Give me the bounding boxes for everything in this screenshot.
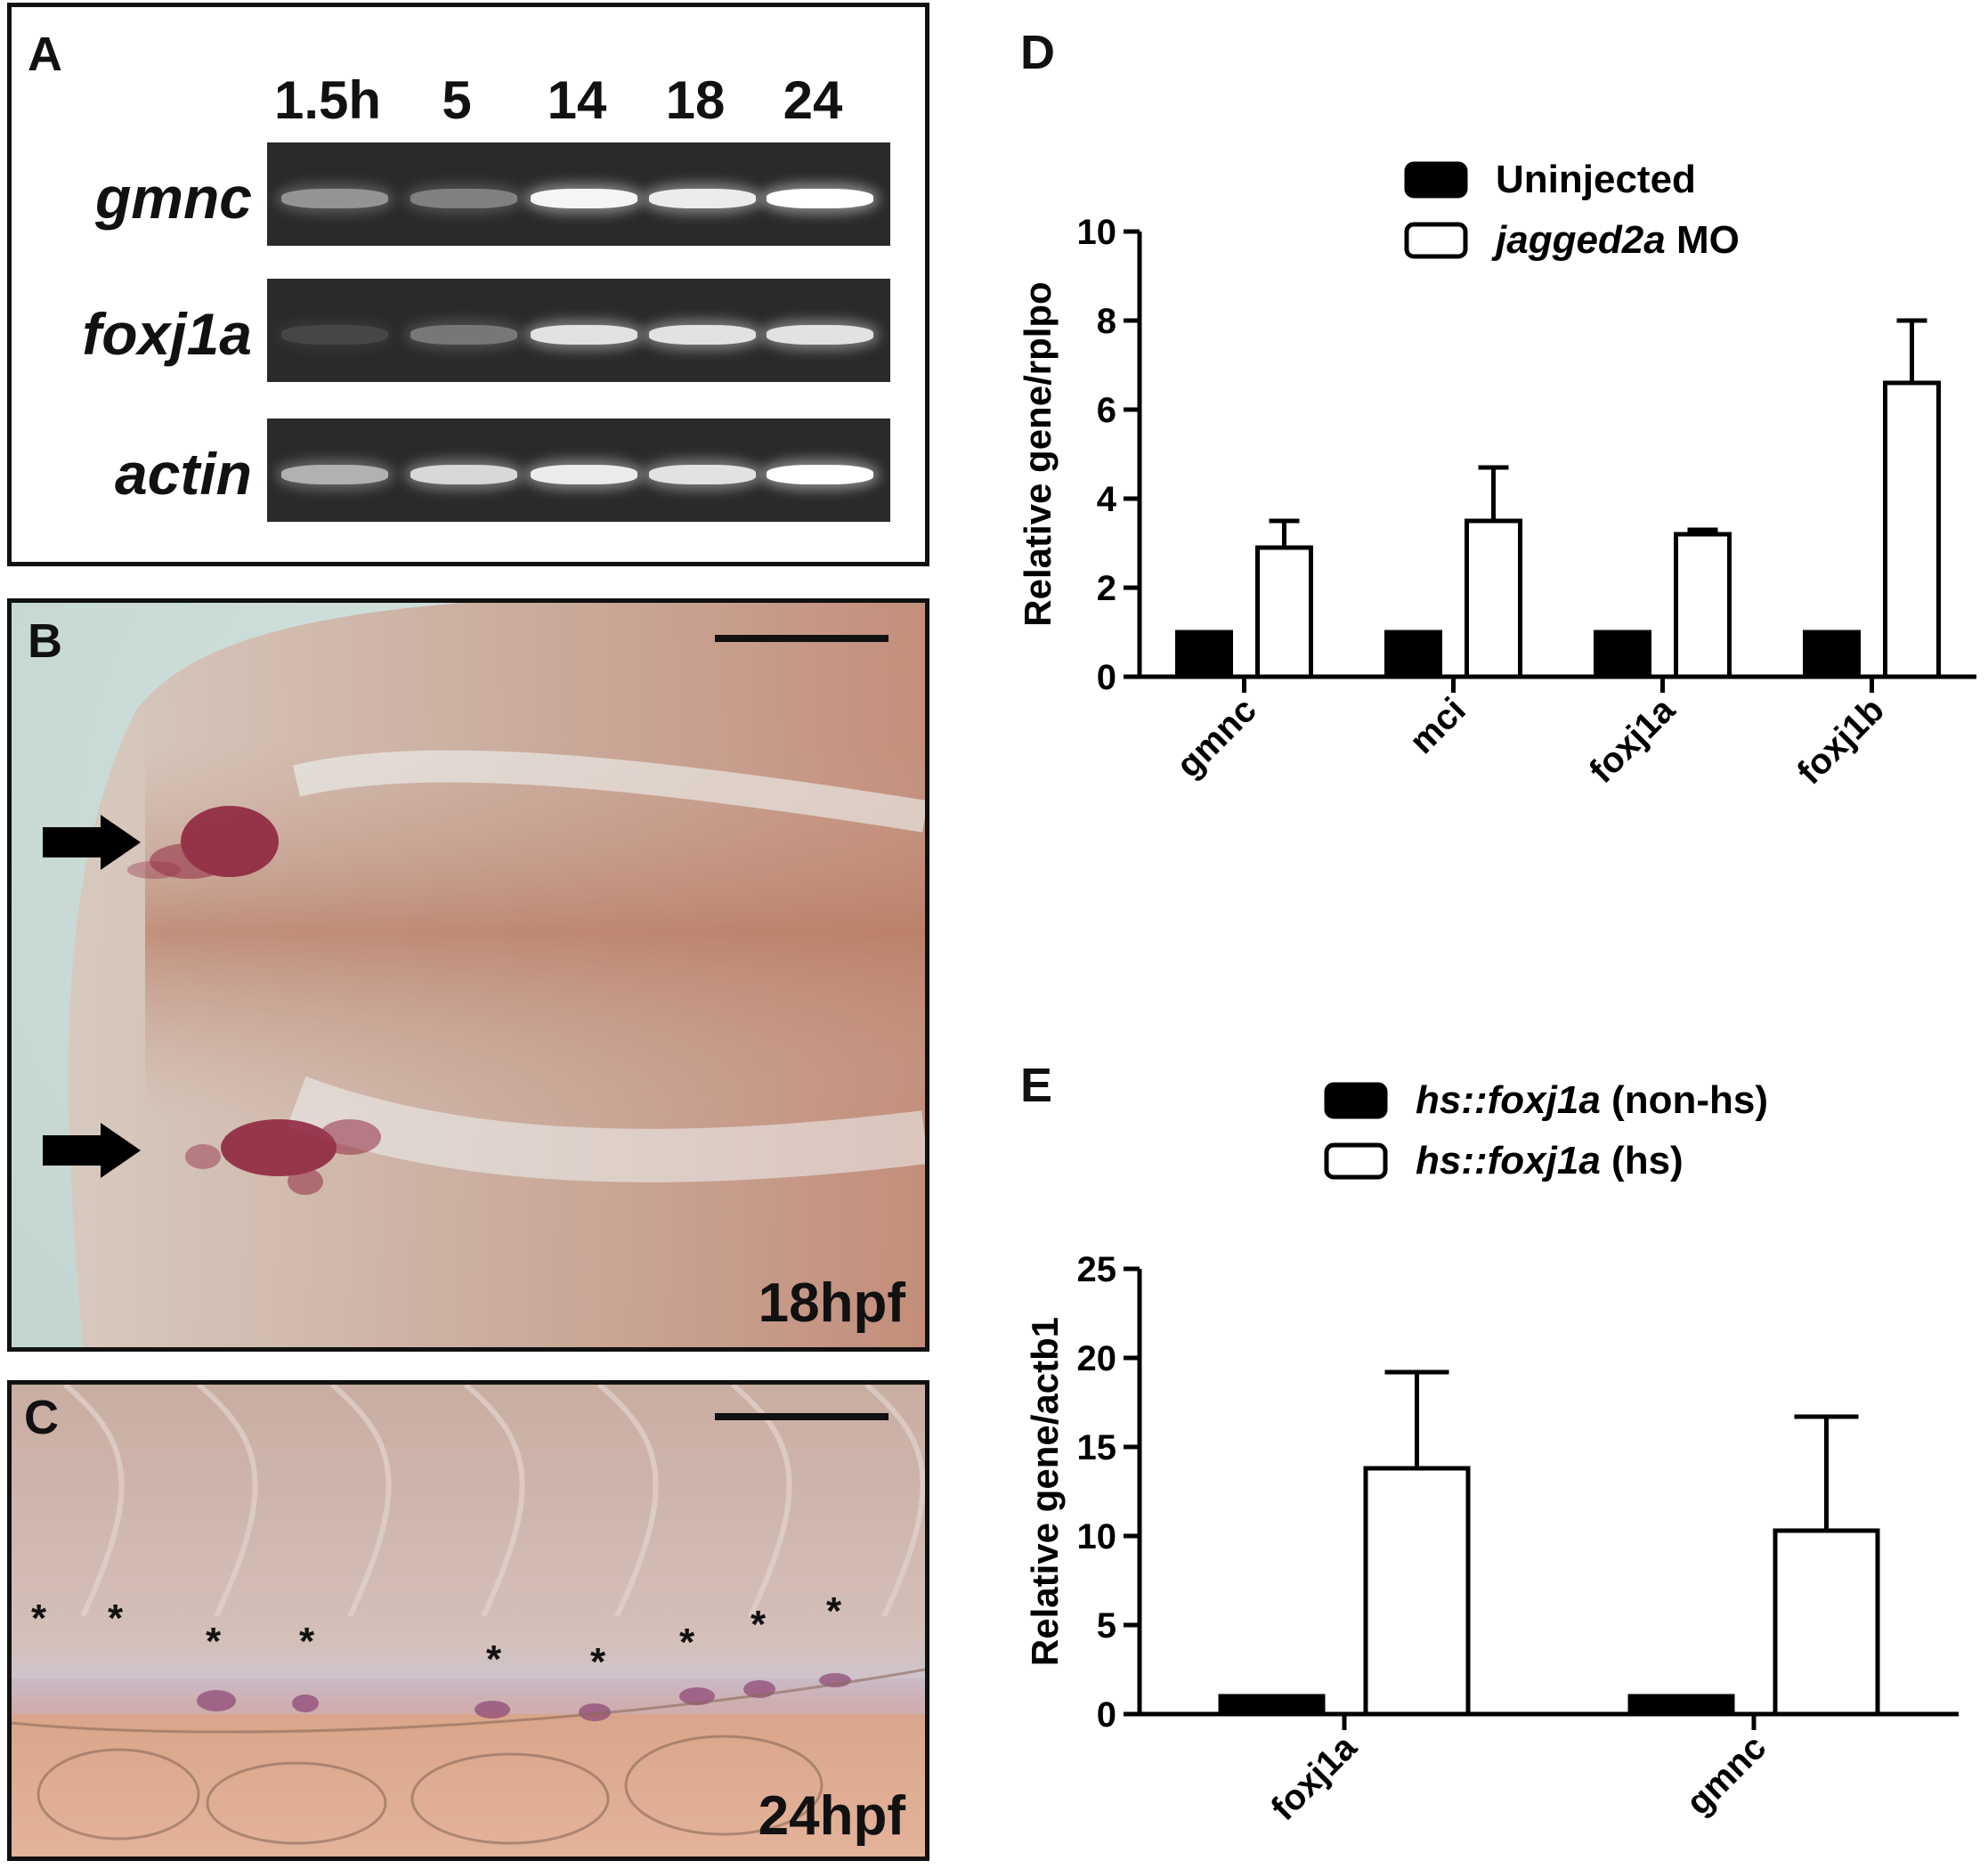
legend-label: hs::foxj1a (non-hs): [1416, 1078, 1768, 1122]
lane-label: 18: [665, 70, 726, 130]
y-tick-label: 6: [1097, 391, 1116, 430]
stain-marker: *: [590, 1640, 606, 1684]
gel-band: [410, 325, 517, 345]
gel-band: [767, 325, 873, 345]
stain-spot-lower: [185, 1119, 381, 1195]
y-tick-label: 20: [1077, 1339, 1117, 1378]
panel-e-label: E: [1020, 1059, 1053, 1112]
bar: [1465, 518, 1522, 679]
gel-band: [649, 325, 756, 345]
gel-band: [767, 465, 873, 484]
lane-label: 24: [783, 70, 843, 130]
bar: [1803, 630, 1861, 679]
legend-label: Uninjected: [1496, 158, 1696, 201]
y-tick-label: 15: [1077, 1428, 1117, 1467]
y-tick-label: 5: [1097, 1606, 1116, 1646]
arrow-icon: [43, 1123, 141, 1178]
gel-band: [649, 189, 756, 208]
gel-band: [410, 189, 517, 208]
stain-marker: *: [206, 1620, 222, 1663]
embryo-head-image: [12, 603, 925, 1347]
y-tick-label: 25: [1077, 1250, 1117, 1289]
embryo-trunk-image: [12, 1385, 925, 1857]
gene-label: actin: [114, 441, 252, 507]
y-tick-label: 4: [1097, 480, 1117, 519]
panel-b-label: B: [28, 614, 62, 668]
stain-marker: *: [486, 1637, 502, 1681]
panel-d-label: D: [1020, 26, 1055, 79]
legend-swatch: [1404, 222, 1468, 259]
x-tick-label: gmnc: [1679, 1727, 1774, 1823]
legend-label: jagged2a MO: [1491, 218, 1740, 262]
stain-marker: *: [108, 1597, 124, 1640]
bar: [1218, 1694, 1326, 1717]
stage-label: 18hpf: [758, 1272, 905, 1334]
chart-d: 0 2 4 6 8 10 Relative gene/rplpo gmnc mci foxj1a f…: [1017, 158, 1976, 792]
x-tick-label: foxj1b: [1789, 690, 1891, 792]
gel-band: [767, 189, 873, 208]
x-tick-label: gmnc: [1169, 690, 1264, 785]
panel-a-label: A: [28, 28, 62, 81]
gel-row: [267, 279, 890, 382]
bar: [1363, 1466, 1471, 1717]
stain-marker: *: [679, 1621, 695, 1664]
legend-label: hs::foxj1a (hs): [1416, 1139, 1684, 1182]
legend-swatch: [1324, 1142, 1388, 1180]
legend-swatch: [1324, 1082, 1388, 1119]
y-axis-label: Relative gene/rplpo: [1017, 281, 1059, 626]
lane-label: 5: [442, 70, 472, 130]
gel-row: [267, 142, 890, 246]
bar: [1674, 532, 1732, 679]
bar: [1255, 545, 1313, 679]
x-tick-label: foxj1a: [1264, 1727, 1365, 1828]
x-tick-label: mci: [1402, 690, 1473, 761]
stain-marker: *: [826, 1589, 842, 1633]
gel-band: [649, 465, 756, 484]
lane-label: 1.5h: [273, 70, 382, 130]
bar: [1773, 1528, 1880, 1717]
y-tick-label: 0: [1097, 658, 1116, 697]
y-tick-label: 10: [1077, 213, 1117, 252]
x-tick-label: foxj1a: [1582, 690, 1683, 791]
gel-band: [281, 465, 388, 484]
arrow-icon: [43, 815, 141, 870]
bar: [1627, 1694, 1735, 1717]
stain-spot-upper: [127, 806, 279, 879]
stain-marker: *: [751, 1603, 767, 1646]
bar: [1384, 630, 1442, 679]
gene-label: foxj1a: [82, 301, 252, 367]
bar: [1883, 380, 1941, 679]
chart-e: 0 5 10 15 20 25 Relative gene/actb1 foxj1a gmnc h…: [1024, 1078, 1959, 1828]
y-tick-label: 2: [1097, 569, 1116, 608]
panel-b: B 18hpf: [7, 598, 929, 1352]
y-axis-label: Relative gene/actb1: [1024, 1317, 1066, 1666]
gel-band: [531, 465, 637, 484]
gene-label: gmnc: [94, 165, 252, 231]
scale-bar: [715, 1413, 889, 1420]
y-tick-label: 10: [1077, 1517, 1117, 1556]
stain-marker: *: [299, 1620, 315, 1663]
y-tick-label: 0: [1097, 1695, 1116, 1735]
y-tick-label: 8: [1097, 302, 1116, 341]
legend-swatch: [1404, 161, 1468, 199]
gel-band: [531, 189, 637, 208]
stain-marker: *: [31, 1597, 47, 1640]
panel-c: C * * * * * * * * * 24hpf: [7, 1380, 929, 1861]
gel-band: [281, 189, 388, 208]
bar: [1594, 630, 1651, 679]
gel-band: [410, 465, 517, 484]
lane-label: 14: [547, 70, 607, 130]
gel-band: [281, 325, 388, 345]
panel-c-label: C: [24, 1391, 59, 1444]
stage-label: 24hpf: [758, 1785, 905, 1847]
scale-bar: [715, 635, 889, 642]
panel-a: A 1.5h 5 14 18 24 gmnc foxj1a actin: [7, 3, 929, 566]
gel-band: [531, 325, 637, 345]
gel-row: [267, 418, 890, 522]
bar: [1175, 630, 1233, 679]
